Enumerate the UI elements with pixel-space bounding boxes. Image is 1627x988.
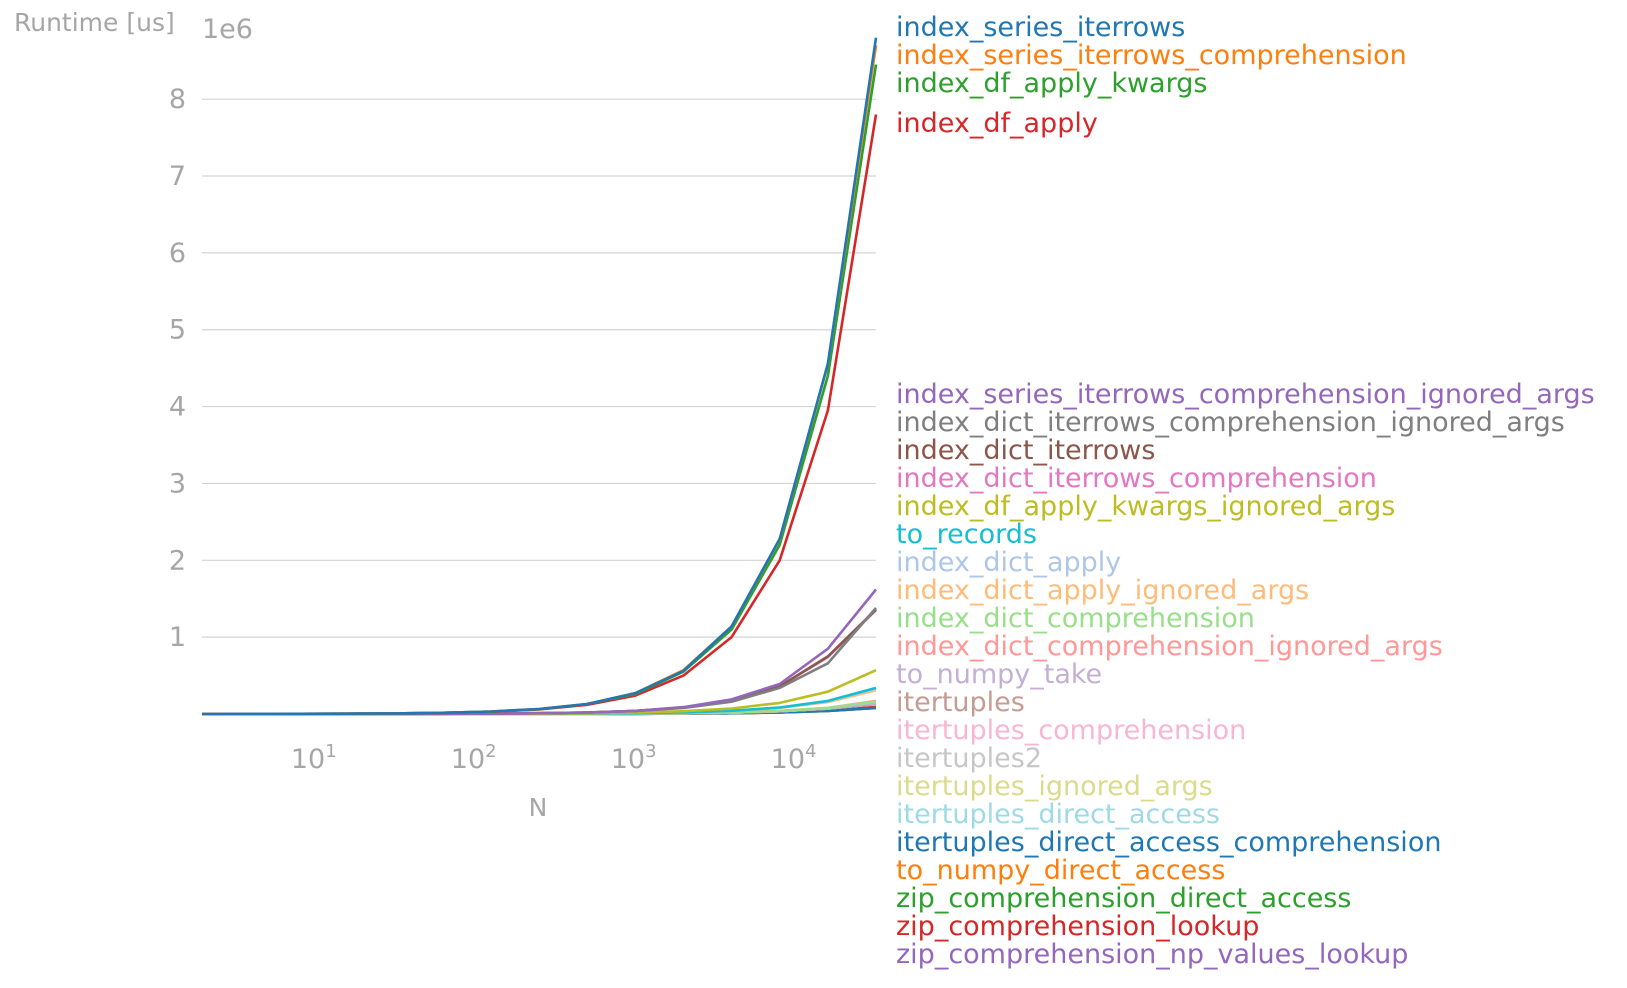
series-line-index-dict-iterrows [202, 608, 877, 716]
legend-label-zip-comprehension-lookup: zip_comprehension_lookup [896, 911, 1259, 942]
legend-label-index-series-iterrows-comprehension-ignored-args: index_series_iterrows_comprehension_igno… [896, 379, 1595, 410]
grid-lines [202, 98, 876, 638]
legend-label-itertuples-comprehension: itertuples_comprehension [896, 715, 1246, 746]
x-axis-label: N [529, 793, 548, 822]
legend-label-index-dict-comprehension-ignored-args: index_dict_comprehension_ignored_args [896, 631, 1443, 662]
y-tick-label: 3 [169, 468, 186, 499]
y-tick-label: 7 [169, 161, 186, 192]
x-tick-labels: 101 102 103 104 [291, 741, 817, 775]
legend-label-to-records: to_records [896, 519, 1037, 550]
y-tick-label: 8 [169, 84, 186, 115]
legend-label-itertuples-direct-access-comprehension: itertuples_direct_access_comprehension [896, 827, 1441, 858]
y-tick-label: 4 [169, 392, 186, 423]
series-line-index-dict-iterrows-comprehension-ignored-args [202, 607, 877, 716]
legend-label-index-df-apply: index_df_apply [896, 108, 1098, 139]
legend-label-index-dict-iterrows: index_dict_iterrows [896, 435, 1155, 466]
series-lines [201, 37, 878, 716]
x-tick-label: 104 [771, 741, 817, 775]
legend-label-index-series-iterrows-comprehension: index_series_iterrows_comprehension [896, 40, 1407, 71]
legend-label-itertuples2: itertuples2 [896, 743, 1042, 774]
y-tick-label: 1 [169, 622, 186, 653]
series-line-index-series-iterrows-comprehension [201, 45, 878, 716]
legend: index_series_iterrowsindex_series_iterro… [896, 12, 1595, 970]
series-line-index-dict-iterrows-comprehension [202, 609, 877, 716]
legend-label-to-numpy-direct-access: to_numpy_direct_access [896, 855, 1225, 886]
legend-label-index-df-apply-kwargs: index_df_apply_kwargs [896, 68, 1207, 99]
legend-label-index-series-iterrows: index_series_iterrows [896, 12, 1185, 43]
legend-label-zip-comprehension-direct-access: zip_comprehension_direct_access [896, 883, 1351, 914]
x-tick-label: 101 [291, 741, 337, 775]
y-offset-text: 1e6 [202, 14, 253, 45]
y-tick-label: 5 [169, 315, 186, 346]
legend-label-index-dict-apply: index_dict_apply [896, 547, 1121, 578]
legend-label-to-numpy-take: to_numpy_take [896, 659, 1102, 690]
y-tick-label: 6 [169, 238, 186, 269]
series-line-index-df-apply-kwargs [201, 64, 878, 716]
y-tick-labels: 1 2 3 4 5 6 7 8 [169, 84, 186, 653]
legend-label-itertuples: itertuples [896, 687, 1025, 718]
legend-label-index-dict-comprehension: index_dict_comprehension [896, 603, 1255, 634]
series-line-index-series-iterrows-comprehension-ignored-args [202, 588, 878, 716]
x-tick-label: 102 [451, 741, 497, 775]
legend-label-itertuples-ignored-args: itertuples_ignored_args [896, 771, 1213, 802]
legend-label-index-dict-iterrows-comprehension: index_dict_iterrows_comprehension [896, 463, 1377, 494]
y-tick-label: 2 [169, 545, 186, 576]
legend-label-itertuples-direct-access: itertuples_direct_access [896, 799, 1220, 830]
series-line-index-df-apply [201, 114, 878, 716]
x-tick-label: 103 [611, 741, 657, 775]
y-axis-label: Runtime [us] [14, 8, 175, 37]
legend-label-index-df-apply-kwargs-ignored-args: index_df_apply_kwargs_ignored_args [896, 491, 1395, 522]
legend-label-index-dict-iterrows-comprehension-ignored-args: index_dict_iterrows_comprehension_ignore… [896, 407, 1565, 438]
legend-label-index-dict-apply-ignored-args: index_dict_apply_ignored_args [896, 575, 1309, 606]
series-line-index-series-iterrows [201, 37, 878, 716]
legend-label-zip-comprehension-np-values-lookup: zip_comprehension_np_values_lookup [896, 939, 1408, 970]
